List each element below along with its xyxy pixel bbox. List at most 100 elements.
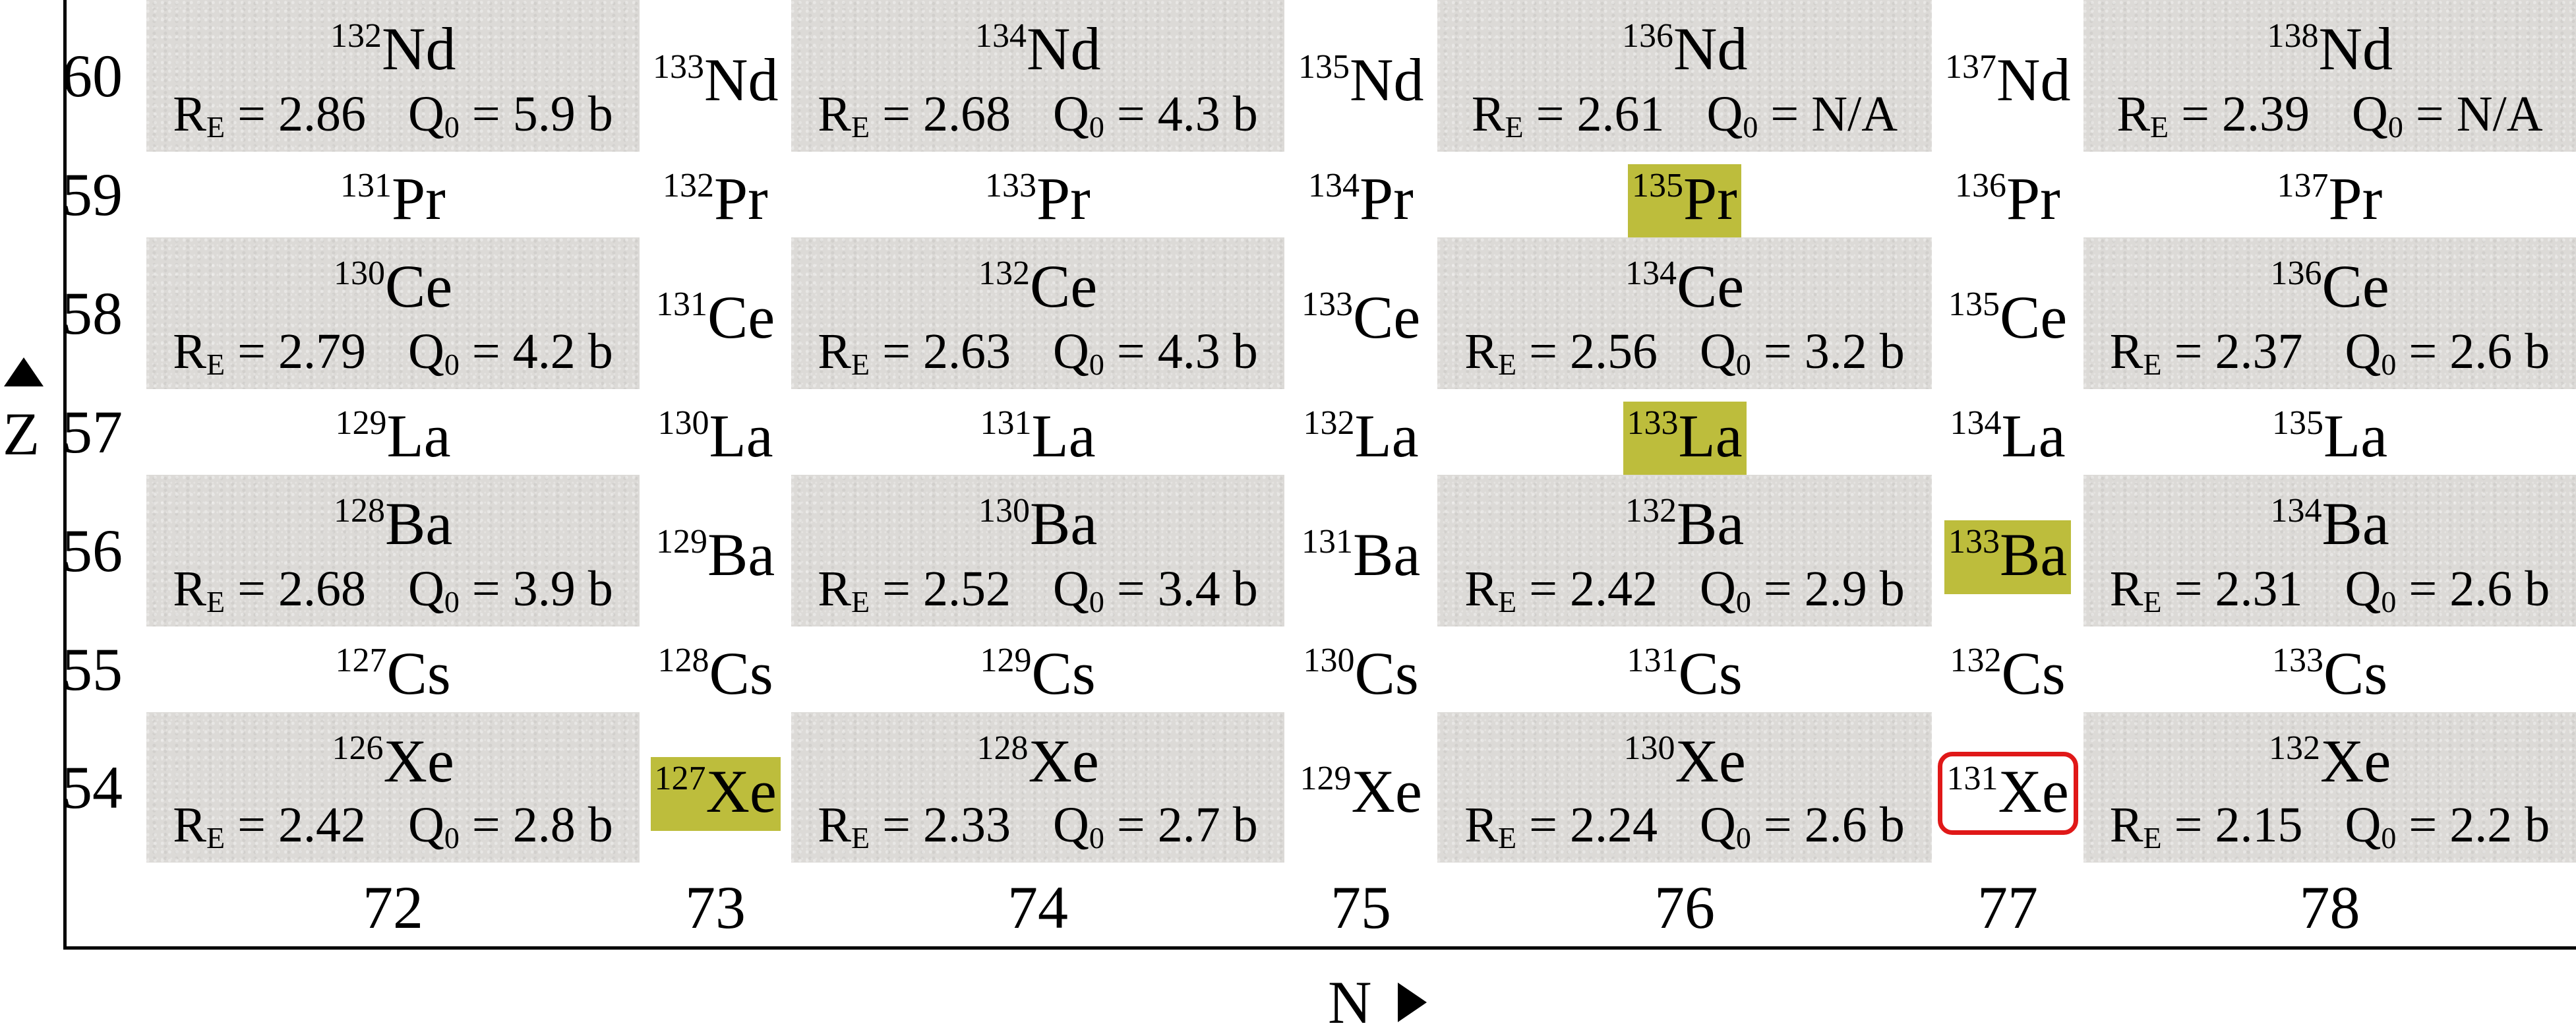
mass-number: 131 [1946, 760, 1998, 797]
isotope-label: 135Pr [1632, 168, 1737, 229]
element-symbol: La [2323, 402, 2388, 470]
nuclide-cell-134ba: 134Ba RE = 2.31 Q0 = 2.6 b [2083, 475, 2576, 626]
highlight-marker [650, 757, 781, 831]
mass-number: 126 [332, 729, 384, 767]
nuclide-cell-133nd: 133Nd [640, 0, 791, 152]
mass-number: 134 [1308, 167, 1360, 204]
isotope-label: 134Nd [975, 18, 1100, 79]
nuclide-cell-133la: 133La [1437, 389, 1932, 475]
mass-number: 129 [980, 642, 1032, 679]
mass-number: 135 [1632, 167, 1683, 204]
element-symbol: Nd [1027, 15, 1101, 82]
mass-number: 132 [330, 17, 382, 55]
mass-number: 135 [1948, 286, 2000, 323]
element-symbol: Nd [382, 15, 456, 82]
mass-number: 129 [335, 404, 387, 442]
n-tick-label: 76 [1654, 874, 1715, 941]
element-symbol: Ce [1030, 253, 1098, 320]
cell-properties: RE = 2.42 Q0 = 2.8 b [146, 800, 640, 853]
nuclide-cell-133ce: 133Ce [1284, 237, 1437, 389]
isotope-label: 131Ba [1302, 524, 1420, 585]
q0-value: Q0 = 5.9 b [407, 86, 613, 144]
element-symbol: Cs [386, 640, 451, 707]
nuclide-cell-133ba: 133Ba [1932, 475, 2083, 626]
isotope-label: 130Xe [1624, 731, 1746, 791]
nuclide-cell-130la: 130La [640, 389, 791, 475]
mass-number: 131 [340, 167, 392, 204]
mass-number: 130 [1303, 642, 1355, 679]
isotope-label: 132Ba [1625, 493, 1744, 554]
mass-number: 133 [985, 167, 1036, 204]
element-symbol: Xe [1028, 727, 1099, 795]
nuclide-cell-131xe: 131Xe [1932, 712, 2083, 863]
element-symbol: La [709, 402, 773, 470]
nuclide-cell-132cs: 132Cs [1932, 626, 2083, 712]
element-symbol: Nd [1350, 46, 1424, 113]
selected-ring [1937, 752, 2078, 835]
element-symbol: Ba [1677, 490, 1745, 557]
mass-number: 132 [1950, 642, 2002, 679]
cell-properties: RE = 2.39 Q0 = N/A [2083, 89, 2576, 142]
mass-number: 137 [2277, 167, 2329, 204]
mass-number: 128 [976, 729, 1029, 767]
n-tick-label: 73 [685, 874, 746, 941]
mass-number: 136 [1622, 17, 1673, 55]
nuclide-cell-129xe: 129Xe [1284, 712, 1437, 863]
element-symbol: Ba [1030, 490, 1098, 557]
re-value: RE = 2.68 [173, 561, 366, 619]
mass-number: 133 [1302, 286, 1353, 323]
nuclide-cell-135la: 135La [2083, 389, 2576, 475]
element-symbol: Ce [1353, 284, 1421, 351]
re-value: RE = 2.42 [173, 797, 366, 855]
isotope-label: 133Nd [653, 49, 778, 110]
re-value: RE = 2.68 [818, 86, 1011, 144]
nuclide-cell-129la: 129La [146, 389, 640, 475]
mass-number: 130 [657, 404, 709, 442]
nuclide-cell-130ba: 130Ba RE = 2.52 Q0 = 3.4 b [791, 475, 1284, 626]
mass-number: 127 [335, 642, 387, 679]
z-axis-arrow-icon [4, 357, 44, 386]
element-symbol: Ce [1677, 253, 1745, 320]
n-tick-label: 74 [1007, 874, 1068, 941]
z-tick-label: 57 [62, 398, 123, 466]
isotope-label: 129Xe [1300, 761, 1422, 822]
nuclide-cell-134nd: 134Nd RE = 2.68 Q0 = 4.3 b [791, 0, 1284, 152]
isotope-label: 130La [658, 406, 773, 466]
mass-number: 131 [1302, 523, 1353, 561]
q0-value: Q0 = N/A [1706, 86, 1898, 144]
z-tick-label: 55 [62, 636, 123, 703]
isotope-label: 129La [336, 406, 451, 466]
isotope-label: 128Xe [977, 731, 1099, 791]
isotope-label: 134Pr [1308, 168, 1414, 229]
nuclide-cell-131ce: 131Ce [640, 237, 791, 389]
element-symbol: Pr [1036, 165, 1091, 232]
mass-number: 136 [1955, 167, 2006, 204]
element-symbol: Ce [707, 284, 775, 351]
element-symbol: Xe [1998, 758, 2069, 825]
element-symbol: Xe [705, 758, 777, 825]
mass-number: 129 [1300, 760, 1352, 797]
isotope-label: 133La [1627, 406, 1743, 466]
nuclide-cell-133pr: 133Pr [791, 152, 1284, 237]
isotope-label: 130Cs [1303, 643, 1419, 704]
isotope-label: 138Nd [2267, 18, 2393, 79]
nuclide-cell-128ba: 128Ba RE = 2.68 Q0 = 3.9 b [146, 475, 640, 626]
mass-number: 137 [1945, 48, 1996, 86]
cell-properties: RE = 2.79 Q0 = 4.2 b [146, 326, 640, 380]
isotope-label: 130Ce [334, 256, 452, 317]
element-symbol: Pr [1360, 165, 1414, 232]
nuclide-cell-135pr: 135Pr [1437, 152, 1932, 237]
isotope-label: 131La [980, 406, 1096, 466]
y-axis-line [63, 0, 67, 950]
mass-number: 135 [1298, 48, 1350, 86]
re-value: RE = 2.86 [173, 86, 366, 144]
re-value: RE = 2.39 [2116, 86, 2310, 144]
nuclide-cell-137pr: 137Pr [2083, 152, 2576, 237]
z-tick-label: 58 [62, 280, 123, 347]
element-symbol: Cs [1031, 640, 1096, 707]
z-axis-title: Z [3, 400, 40, 468]
mass-number: 128 [334, 492, 385, 530]
highlight-marker [1628, 164, 1741, 237]
q0-value: Q0 = 2.6 b [1699, 797, 1905, 855]
nuclide-cell-134pr: 134Pr [1284, 152, 1437, 237]
